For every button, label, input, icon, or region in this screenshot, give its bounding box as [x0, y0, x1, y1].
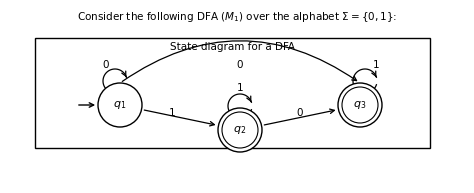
Text: $q_3$: $q_3$: [353, 99, 367, 111]
Circle shape: [218, 108, 262, 152]
Text: 0: 0: [237, 60, 243, 70]
Circle shape: [338, 83, 382, 127]
Text: 1: 1: [237, 83, 243, 93]
Text: $q_1$: $q_1$: [113, 99, 127, 111]
Text: 1: 1: [169, 108, 175, 119]
Circle shape: [98, 83, 142, 127]
Text: 0: 0: [103, 60, 109, 70]
Text: State diagram for a DFA: State diagram for a DFA: [170, 42, 295, 52]
FancyArrowPatch shape: [122, 41, 356, 81]
Bar: [35, 38, 430, 148]
FancyArrowPatch shape: [79, 103, 94, 107]
Text: 1: 1: [373, 60, 379, 70]
FancyArrowPatch shape: [264, 109, 334, 125]
Text: 0: 0: [297, 108, 303, 118]
FancyArrowPatch shape: [144, 110, 214, 126]
Text: $q_2$: $q_2$: [233, 124, 246, 136]
Text: Consider the following DFA $(M_1)$ over the alphabet $\Sigma = \{0, 1\}$:: Consider the following DFA $(M_1)$ over …: [77, 10, 397, 24]
